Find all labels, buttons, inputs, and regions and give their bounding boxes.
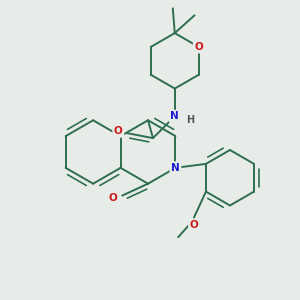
Text: O: O bbox=[190, 220, 198, 230]
Text: O: O bbox=[114, 126, 123, 136]
Text: N: N bbox=[170, 111, 179, 121]
Text: O: O bbox=[109, 193, 118, 202]
Text: O: O bbox=[194, 42, 203, 52]
Text: N: N bbox=[171, 163, 180, 173]
Text: H: H bbox=[187, 115, 195, 125]
